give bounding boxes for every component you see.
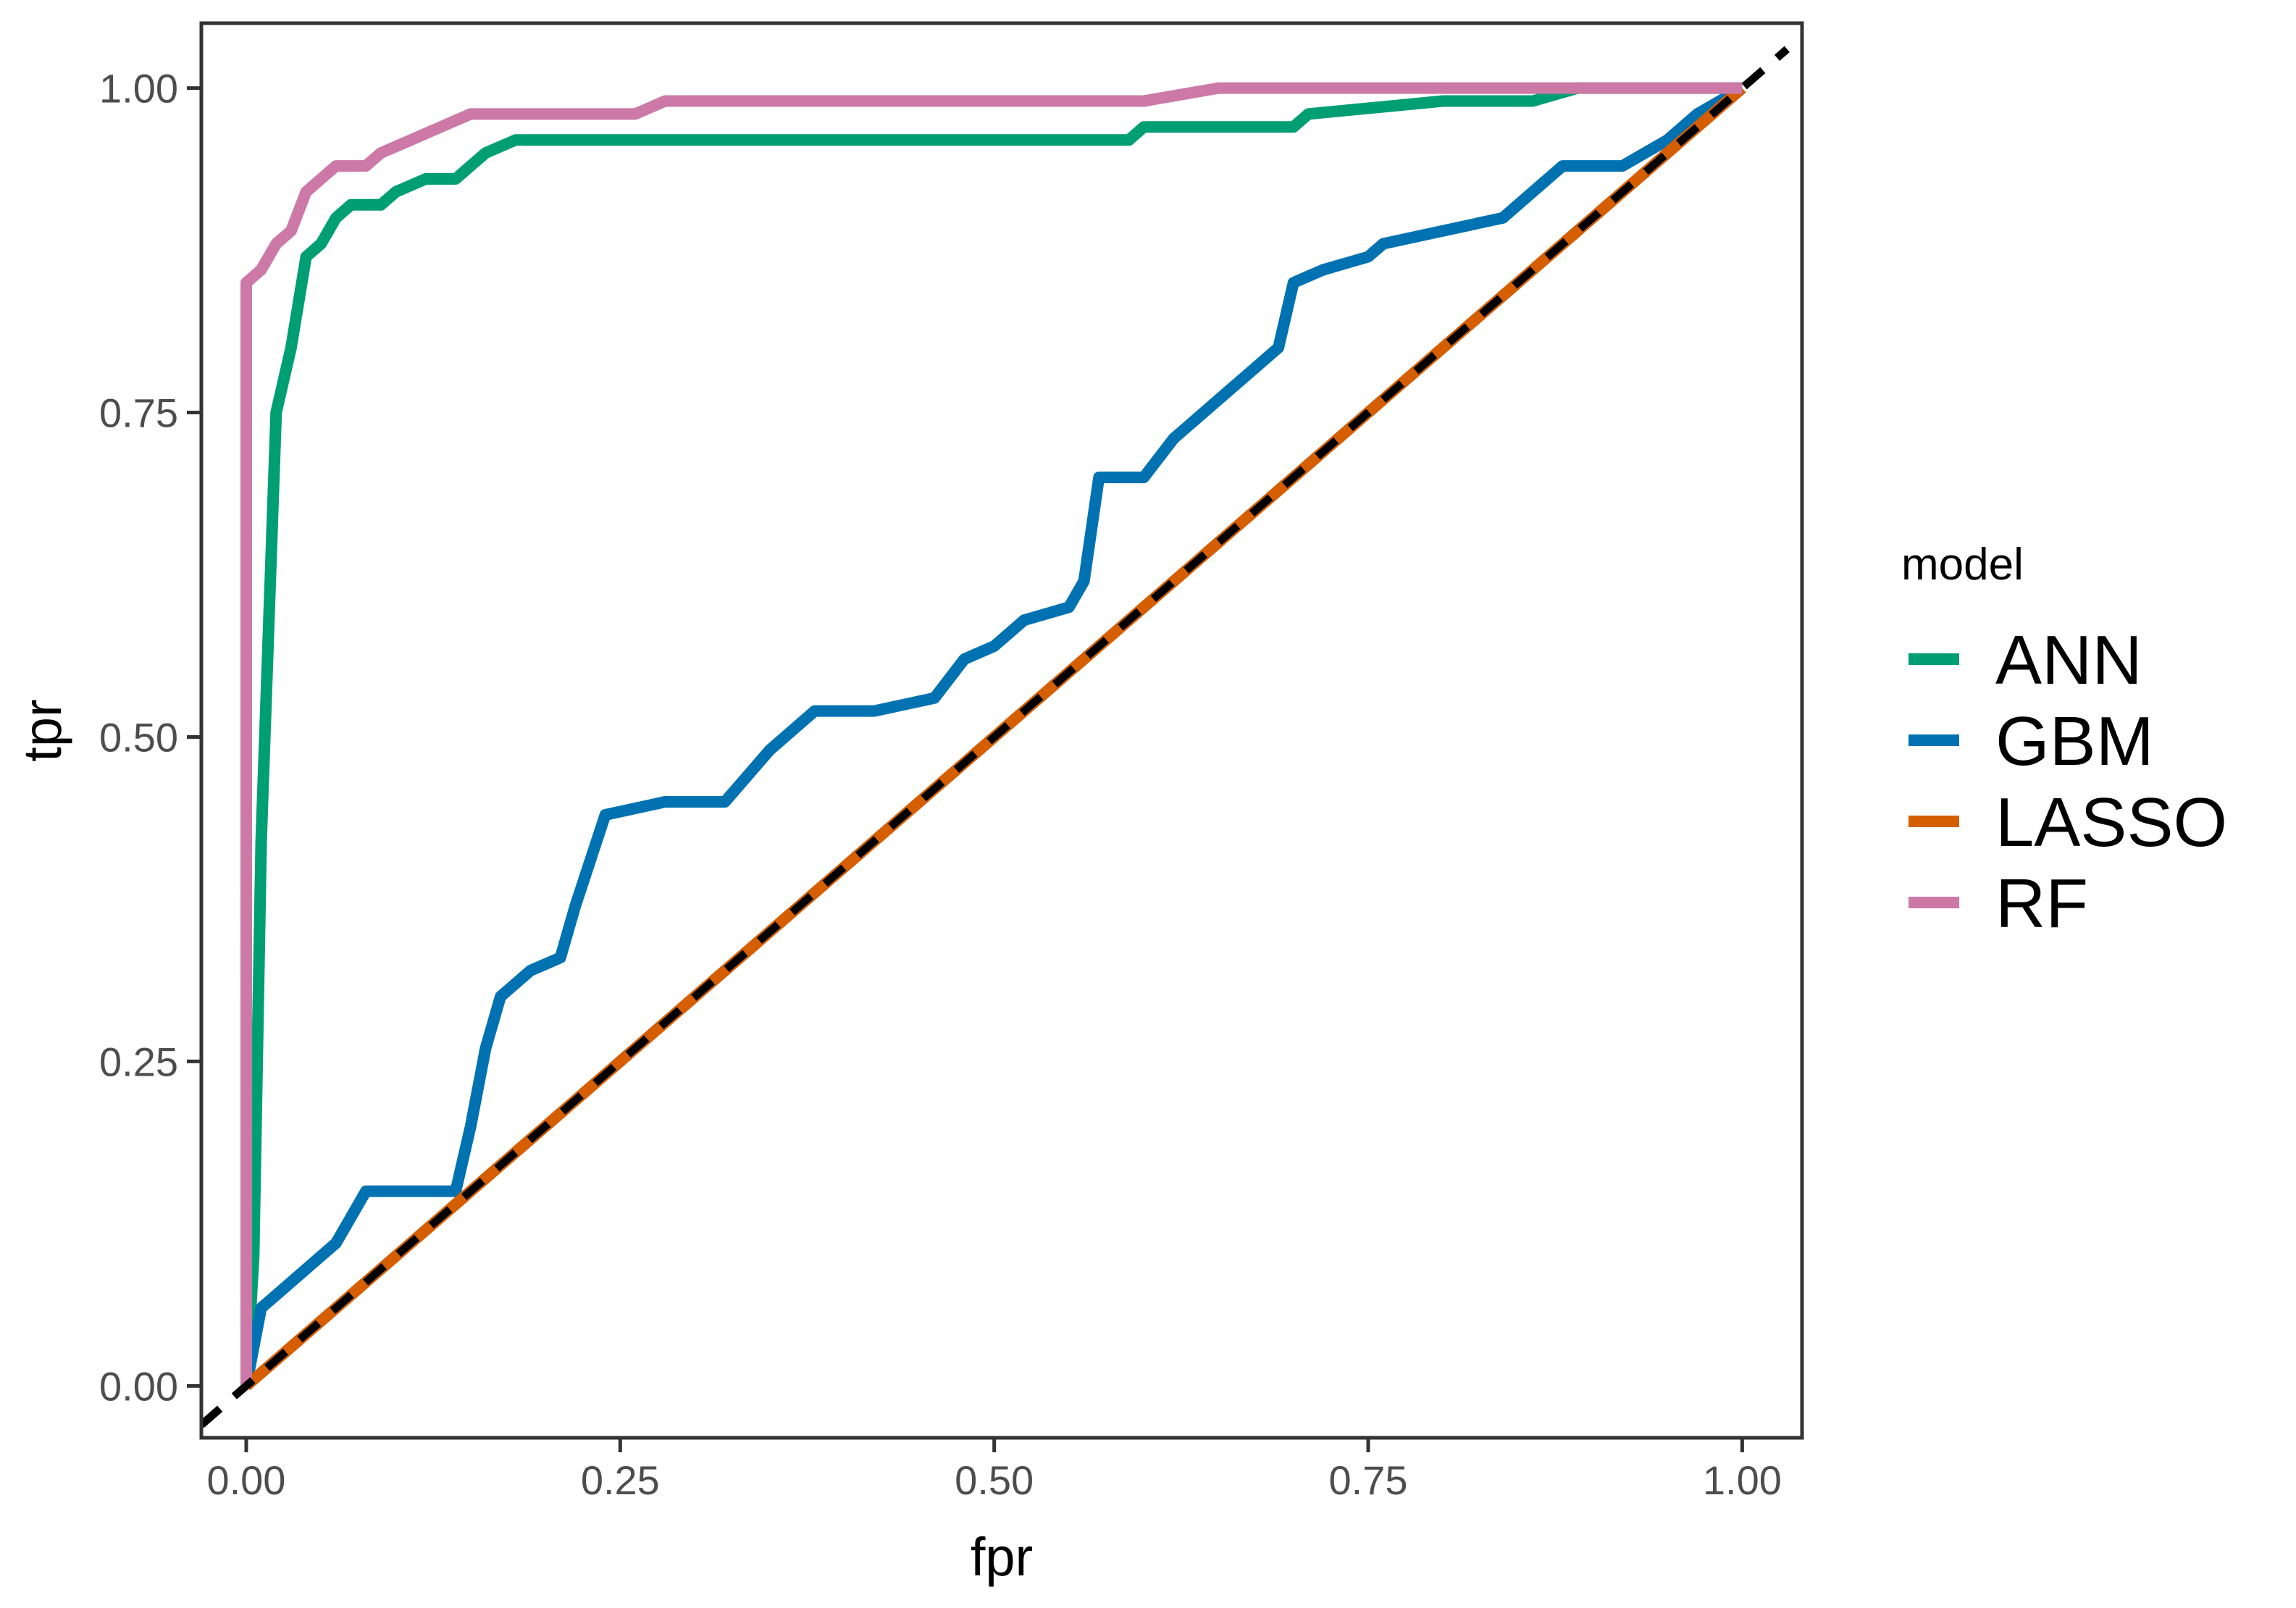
plot-panel-border xyxy=(199,21,1804,1440)
y-tick-label: 0.50 xyxy=(99,714,178,760)
series-line-rf xyxy=(240,82,1743,1386)
x-tick-label: 0.00 xyxy=(206,1457,285,1503)
y-tick-label: 0.75 xyxy=(99,390,178,436)
legend-label-gbm: GBM xyxy=(1995,703,2154,780)
legend-label-lasso: LASSO xyxy=(1995,784,2227,861)
diagonal-reference-line xyxy=(201,46,1790,1428)
y-tick-label: 0.00 xyxy=(99,1363,178,1409)
y-tick-label: 0.25 xyxy=(99,1039,178,1084)
legend-title: model xyxy=(1901,540,2024,590)
series-line-gbm xyxy=(240,83,1746,1387)
x-tick-label: 0.25 xyxy=(581,1457,660,1503)
legend-label-ann: ANN xyxy=(1995,621,2142,699)
x-axis-title: fpr xyxy=(971,1527,1033,1587)
x-tick-label: 0.50 xyxy=(955,1457,1034,1503)
legend-label-rf: RF xyxy=(1995,865,2088,942)
y-axis-title: tpr xyxy=(12,699,72,761)
x-tick-label: 1.00 xyxy=(1703,1457,1782,1503)
x-tick-label: 0.75 xyxy=(1329,1457,1408,1503)
y-tick-label: 1.00 xyxy=(99,66,178,112)
series-line-ann xyxy=(240,82,1743,1386)
